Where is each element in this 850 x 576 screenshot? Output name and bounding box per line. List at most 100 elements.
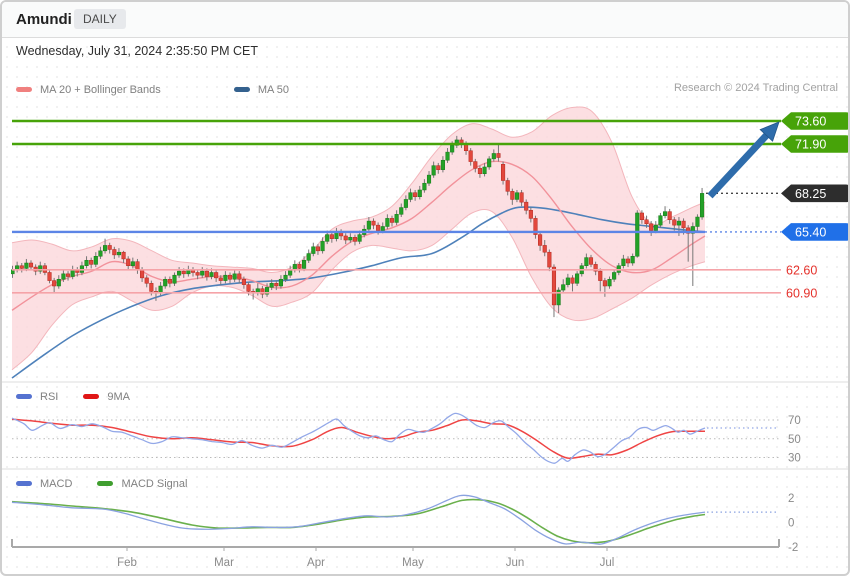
candle-down	[241, 278, 246, 285]
candle-up	[61, 273, 66, 280]
candle-up	[561, 284, 566, 291]
candle-up	[440, 159, 445, 170]
candle-up	[700, 193, 705, 218]
candle-down	[227, 274, 233, 280]
rsi-9ma-swatch-icon	[83, 394, 100, 399]
candle-up	[426, 174, 432, 184]
candle-up	[394, 214, 399, 223]
rsi-gridline-label: 50	[788, 434, 801, 446]
candle-down	[649, 223, 654, 231]
candle-up	[84, 260, 89, 266]
candle-down	[644, 219, 649, 225]
candle-up	[690, 226, 695, 234]
candle-up	[172, 274, 177, 284]
timeframe-badge[interactable]: DAILY	[74, 9, 126, 29]
candle-down	[602, 280, 607, 287]
candle-down	[218, 277, 223, 281]
rsi-legend-9ma: 9MA	[83, 391, 130, 403]
candle-down	[181, 270, 186, 275]
candle-up	[607, 278, 612, 287]
macd-signal-line	[11, 498, 706, 544]
candle-up	[514, 192, 520, 200]
candle-down	[686, 227, 691, 234]
bullish-arrow-shaft	[707, 133, 769, 199]
candle-down	[376, 224, 381, 231]
candle-down	[352, 237, 358, 242]
candle-down	[538, 234, 543, 246]
candle-up	[653, 224, 658, 231]
candle-up	[348, 237, 353, 241]
candle-down	[528, 210, 533, 219]
candle-down	[681, 220, 686, 229]
candle-down	[436, 165, 441, 170]
candle-down	[65, 273, 71, 277]
minor-support-label: 62.60	[786, 263, 817, 277]
candle-down	[153, 291, 159, 294]
candle-down	[496, 153, 501, 158]
candle-up	[56, 278, 61, 287]
candle-down	[144, 277, 149, 284]
candle-down	[501, 164, 506, 181]
candle-up	[676, 220, 681, 226]
support-tag	[781, 223, 848, 241]
candle-up	[116, 251, 121, 256]
rsi-swatch-icon	[16, 394, 32, 399]
candle-down	[593, 264, 598, 272]
candle-down	[42, 265, 47, 273]
chart-header: Amundi DAILY	[2, 2, 848, 38]
bullish-arrow-head	[759, 121, 780, 142]
candle-up	[403, 199, 408, 208]
ma20-bollinger-label: MA 20 + Bollinger Bands	[40, 83, 161, 96]
ma20-bollinger-swatch-icon	[16, 87, 32, 92]
candle-up	[612, 272, 617, 280]
rsi-9ma-label: 9MA	[107, 390, 131, 403]
candle-up	[278, 278, 283, 287]
macd-signal-label: MACD Signal	[121, 477, 188, 490]
price-panel	[11, 106, 706, 379]
candle-down	[135, 261, 140, 271]
candle-up	[556, 289, 561, 306]
candle-up	[130, 261, 135, 266]
candle-down	[463, 143, 469, 152]
candle-down	[519, 192, 524, 203]
candle-down	[204, 270, 209, 277]
month-label: Jul	[600, 557, 615, 569]
candle-up	[11, 269, 15, 275]
candle-down	[547, 251, 552, 268]
macd-label: MACD	[40, 477, 73, 490]
candle-up	[630, 256, 635, 264]
candle-down	[598, 270, 603, 281]
candle-down	[140, 269, 145, 279]
rsi-gridline-label: 30	[788, 453, 801, 465]
candle-up	[334, 231, 339, 239]
candle-up	[454, 139, 459, 146]
rsi-legend: RSI 9MA	[16, 390, 152, 403]
candle-down	[214, 272, 219, 279]
candle-up	[491, 153, 496, 160]
rsi-label: RSI	[40, 390, 59, 403]
candle-down	[639, 212, 644, 220]
candle-down	[190, 269, 196, 273]
bollinger-upper-line	[11, 106, 706, 274]
candle-down	[570, 277, 575, 284]
candle-up	[431, 165, 436, 176]
candle-up	[38, 265, 43, 272]
candle-up	[232, 273, 237, 280]
candle-down	[251, 291, 256, 294]
candle-down	[52, 280, 57, 287]
resistance-tag-2	[781, 135, 848, 153]
candle-down	[371, 220, 376, 226]
candle-down	[33, 266, 38, 272]
candle-down	[524, 201, 529, 211]
last-price-tag-label: 68.25	[795, 187, 826, 201]
candle-down	[126, 258, 131, 266]
candle-up	[200, 270, 205, 276]
price-legend: MA 20 + Bollinger Bands MA 50	[16, 83, 311, 96]
month-label: Feb	[117, 557, 137, 569]
candle-down	[112, 249, 117, 256]
candle-up	[616, 265, 621, 273]
macd-legend-macd: MACD	[16, 478, 72, 490]
candle-down	[625, 258, 631, 264]
candle-up	[93, 256, 98, 265]
candle-down	[510, 191, 515, 200]
